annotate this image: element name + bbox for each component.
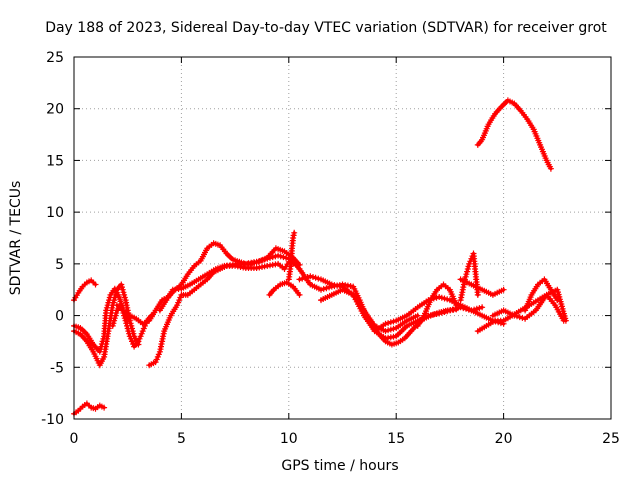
- series-trace-21: [522, 276, 561, 314]
- series-trace-19: [474, 291, 567, 335]
- chart-title: Day 188 of 2023, Sidereal Day-to-day VTE…: [45, 20, 607, 36]
- y-axis-label: SDTVAR / TECUs: [8, 181, 24, 296]
- series-markers: [266, 279, 303, 298]
- series-markers: [474, 97, 554, 172]
- x-tick-label: 10: [280, 431, 298, 447]
- series-markers: [457, 276, 507, 298]
- data-points: [71, 97, 569, 417]
- series-markers: [285, 229, 298, 283]
- series-markers: [522, 276, 561, 314]
- y-tick-label: 25: [46, 50, 64, 66]
- plot-frame: [73, 56, 612, 420]
- series-markers: [474, 291, 567, 335]
- grid-lines: [74, 57, 611, 419]
- x-tick-label: 0: [70, 431, 79, 447]
- x-tick-label: 25: [602, 431, 620, 447]
- y-tick-label: 20: [46, 102, 64, 118]
- series-trace-8: [156, 245, 303, 314]
- series-trace-13: [318, 286, 421, 335]
- series-trace-10: [285, 229, 298, 283]
- y-tick-label: -5: [50, 360, 64, 376]
- x-tick-label: 5: [177, 431, 186, 447]
- y-tick-label: 0: [55, 309, 64, 325]
- axis-ticks: 0 5 10 15 20 25 -10 -5 0 5 10 15 20 25: [41, 50, 620, 447]
- y-tick-label: 5: [55, 257, 64, 273]
- y-tick-label: 15: [46, 153, 64, 169]
- y-tick-label: 10: [46, 205, 64, 221]
- series-trace-17: [457, 276, 507, 298]
- series-trace-15: [414, 281, 460, 329]
- y-tick-label: -10: [41, 412, 64, 428]
- series-trace-4: [71, 400, 108, 417]
- x-tick-label: 20: [495, 431, 513, 447]
- series-markers: [414, 281, 460, 329]
- series-trace-9: [266, 279, 303, 298]
- series-markers: [156, 245, 303, 314]
- series-trace-18: [474, 97, 554, 172]
- x-tick-label: 15: [387, 431, 405, 447]
- x-axis-label: GPS time / hours: [281, 458, 398, 474]
